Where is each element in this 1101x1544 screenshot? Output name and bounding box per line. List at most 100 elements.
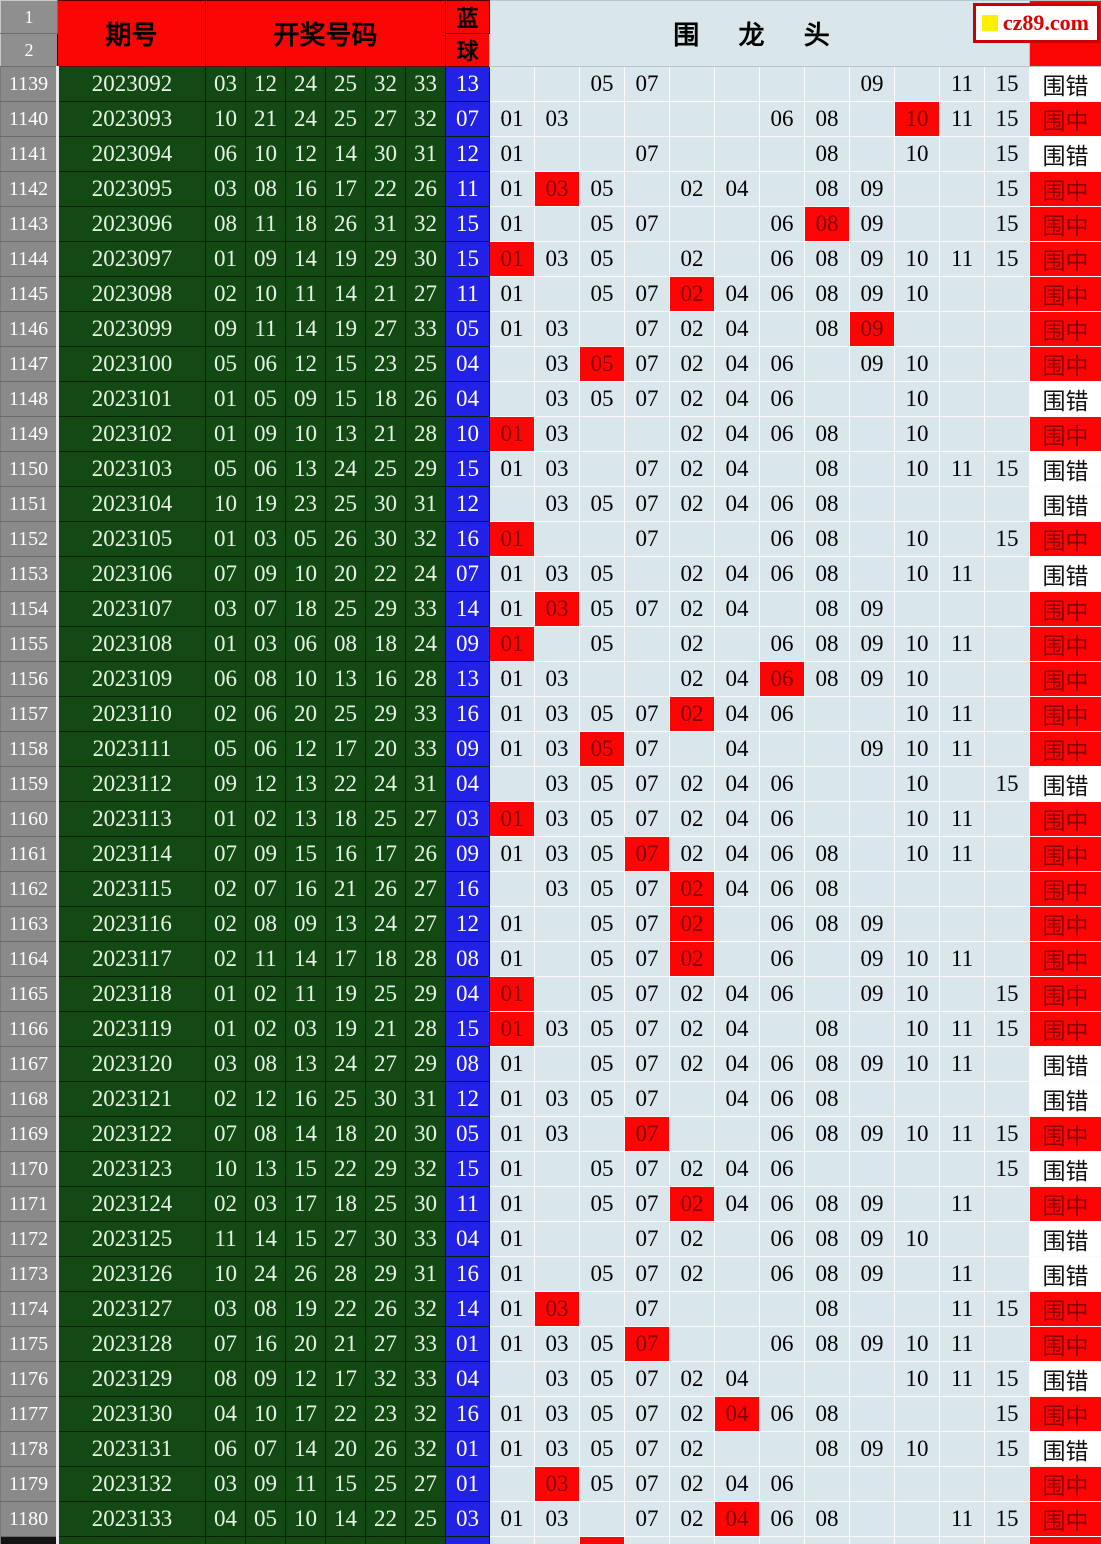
red-ball-cell: 29 xyxy=(365,696,406,732)
site-badge[interactable]: cz89.com xyxy=(972,3,1100,43)
blue-ball-cell: 12 xyxy=(445,1081,491,1117)
dragon-grid-cell: 09 xyxy=(849,1326,896,1362)
row-index-cell: 1163 xyxy=(0,906,59,942)
dragon-grid-cell: 07 xyxy=(624,871,671,907)
red-ball-cell: 32 xyxy=(365,66,406,102)
row-index-cell: 1158 xyxy=(0,731,59,767)
dragon-grid-cell: 11 xyxy=(939,1186,986,1222)
dragon-grid-cell xyxy=(714,1326,761,1362)
result-cell: 围中 xyxy=(1029,1291,1101,1327)
row-index-cell: 1161 xyxy=(0,836,59,872)
period-cell: 2023119 xyxy=(57,1011,206,1047)
red-ball-cell: 01 xyxy=(205,241,246,277)
dragon-grid-cell: 03 xyxy=(534,311,581,347)
dragon-grid-cell: 10 xyxy=(894,1361,941,1397)
dragon-grid-cell: 10 xyxy=(894,1011,941,1047)
red-ball-cell: 10 xyxy=(205,1151,246,1187)
row-index-cell: 1164 xyxy=(0,941,59,977)
period-cell: 2023093 xyxy=(57,101,206,137)
red-ball-cell: 19 xyxy=(325,241,366,277)
row-index-cell: 1141 xyxy=(0,136,59,172)
dragon-grid-cell: 01 xyxy=(489,101,536,137)
dragon-grid-cell xyxy=(714,206,761,242)
dragon-grid-cell xyxy=(579,1221,626,1257)
red-ball-cell: 18 xyxy=(365,941,406,977)
dragon-grid-cell: 05 xyxy=(579,1151,626,1187)
dragon-grid-cell: 04 xyxy=(714,276,761,312)
red-ball-cell: 31 xyxy=(404,1256,447,1292)
dragon-grid-cell: 09 xyxy=(849,206,896,242)
dragon-grid-cell: 03 xyxy=(534,1431,581,1467)
red-ball-cell: 26 xyxy=(285,1256,326,1292)
red-ball-cell: 20 xyxy=(365,731,406,767)
dragon-grid-cell: 02 xyxy=(669,906,716,942)
dragon-grid-cell: 05 xyxy=(579,1536,626,1544)
dragon-grid-cell: 11 xyxy=(939,1046,986,1082)
period-cell: 2023123 xyxy=(57,1151,206,1187)
blue-ball-cell: 01 xyxy=(445,1326,491,1362)
dragon-grid-cell: 10 xyxy=(894,801,941,837)
result-cell: 围错 xyxy=(1029,1221,1101,1257)
dragon-grid-cell: 06 xyxy=(759,1116,806,1152)
dragon-grid-cell: 08 xyxy=(804,1116,851,1152)
dragon-grid-cell: 05 xyxy=(579,486,626,522)
red-ball-cell: 29 xyxy=(404,1046,447,1082)
dragon-grid-cell: 08 xyxy=(804,556,851,592)
chart-row: 1159 2023112 09 12 13 22 24 31 04 03 05 07 02 04 06 10 1… xyxy=(0,766,1101,802)
dragon-grid-cell: 04 xyxy=(714,766,761,802)
dragon-grid-cell: 01 xyxy=(489,1536,536,1544)
dragon-grid-cell: 08 xyxy=(804,906,851,942)
red-ball-cell: 10 xyxy=(245,276,286,312)
dragon-grid-cell xyxy=(984,661,1031,697)
red-ball-cell: 07 xyxy=(205,1326,246,1362)
dragon-grid-cell: 01 xyxy=(489,311,536,347)
red-ball-cell: 33 xyxy=(404,311,447,347)
dragon-grid-cell xyxy=(804,346,851,382)
dragon-grid-cell: 09 xyxy=(849,346,896,382)
dragon-grid-cell xyxy=(534,1256,581,1292)
period-cell: 2023131 xyxy=(57,1431,206,1467)
red-ball-cell: 08 xyxy=(325,626,366,662)
dragon-grid-cell xyxy=(939,766,986,802)
dragon-grid-cell: 07 xyxy=(624,136,671,172)
red-ball-cell: 18 xyxy=(285,206,326,242)
result-cell: 围中 xyxy=(1029,346,1101,382)
chart-row: 1175 2023128 07 16 20 21 27 33 01 01 03 05 07 06 08 09 1… xyxy=(0,1326,1101,1362)
dragon-grid-cell: 10 xyxy=(894,136,941,172)
red-ball-cell: 22 xyxy=(365,1536,406,1544)
red-ball-cell: 09 xyxy=(285,906,326,942)
dragon-grid-cell: 05 xyxy=(579,1431,626,1467)
blue-ball-cell: 05 xyxy=(445,1116,491,1152)
red-ball-cell: 29 xyxy=(365,591,406,627)
dragon-grid-cell xyxy=(984,1326,1031,1362)
dragon-grid-cell: 06 xyxy=(759,346,806,382)
red-ball-cell: 27 xyxy=(365,101,406,137)
dragon-grid-cell: 11 xyxy=(939,1361,986,1397)
dragon-grid-cell: 05 xyxy=(579,801,626,837)
dragon-grid-cell: 05 xyxy=(579,1186,626,1222)
dragon-grid-cell: 01 xyxy=(489,731,536,767)
dragon-grid-cell: 07 xyxy=(624,1151,671,1187)
red-ball-cell: 11 xyxy=(245,311,286,347)
dragon-grid-cell xyxy=(849,1081,896,1117)
dragon-grid-cell: 05 xyxy=(579,1396,626,1432)
dragon-grid-cell: 02 xyxy=(669,241,716,277)
row-index-cell: 1149 xyxy=(0,416,59,452)
dragon-grid-cell xyxy=(489,381,536,417)
dragon-grid-cell: 06 xyxy=(759,1081,806,1117)
dragon-grid-cell xyxy=(804,381,851,417)
dragon-grid-cell: 15 xyxy=(984,241,1031,277)
dragon-grid-cell: 09 xyxy=(849,1186,896,1222)
period-cell: 2023120 xyxy=(57,1046,206,1082)
red-ball-cell: 26 xyxy=(365,1431,406,1467)
red-ball-cell: 18 xyxy=(325,1186,366,1222)
red-ball-cell: 19 xyxy=(245,486,286,522)
red-ball-cell: 08 xyxy=(205,1361,246,1397)
result-cell: 围中 xyxy=(1029,906,1101,942)
dragon-grid-cell: 03 xyxy=(534,766,581,802)
dragon-grid-cell: 06 xyxy=(759,801,806,837)
red-ball-cell: 20 xyxy=(325,556,366,592)
dragon-grid-cell: 03 xyxy=(534,836,581,872)
dragon-grid-cell: 04 xyxy=(714,1536,761,1544)
